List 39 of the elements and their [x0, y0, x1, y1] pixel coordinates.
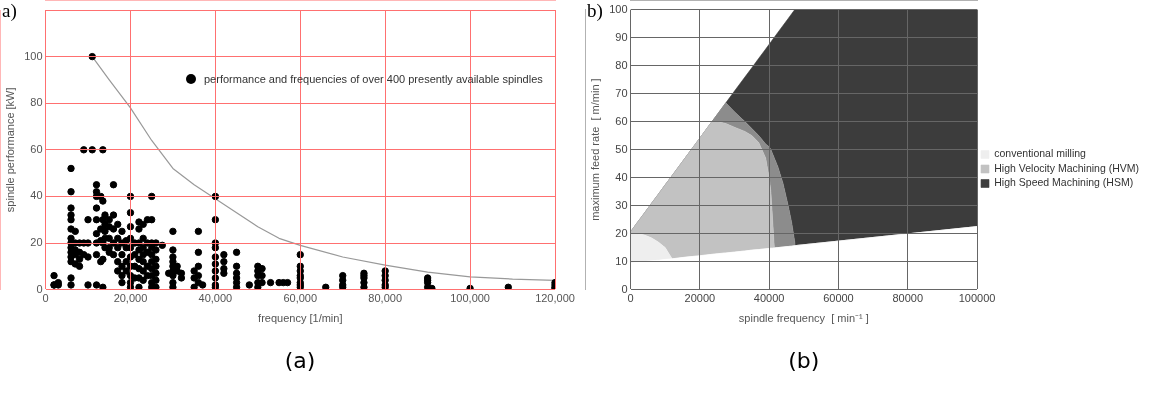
- y-tick-label: 0: [36, 282, 43, 295]
- x-tick-label: 60000: [823, 292, 854, 305]
- x-tick-label: 20000: [684, 292, 716, 305]
- legend-label: High Velocity Machining (HVM): [994, 161, 1139, 174]
- y-tick-label: 0: [621, 282, 628, 295]
- y-tick-label: 70: [615, 86, 628, 99]
- y-tick-label: 90: [615, 30, 628, 43]
- chart-title: a): [2, 0, 17, 22]
- x-tick-label: 40000: [753, 292, 785, 305]
- y-tick-label: 40: [30, 189, 43, 202]
- legend-label: High Speed Machining (HSM): [994, 176, 1134, 189]
- y-tick-label: 80: [615, 58, 628, 71]
- y-tick-label: 30: [615, 198, 628, 211]
- y-tick-label: 60: [615, 114, 628, 127]
- x-tick-label: 20,000: [113, 292, 148, 305]
- y-tick-label: 20: [30, 236, 43, 249]
- x-tick-label: 60,000: [283, 292, 318, 305]
- y-tick-label: 50: [615, 142, 628, 155]
- x-axis-title: spindle frequency [ min⁻¹ ]: [738, 312, 869, 325]
- y-tick-label: 40: [615, 170, 628, 183]
- x-tick-label: 100,000: [450, 292, 490, 305]
- text: (b): [788, 348, 820, 373]
- x-tick-label: 120,000: [535, 292, 575, 305]
- y-tick-label: 80: [30, 96, 43, 109]
- y-tick-label: 60: [30, 142, 43, 155]
- x-axis-title: frequency [1/min]: [258, 312, 343, 325]
- y-axis-title: spindle performance [kW]: [3, 87, 16, 213]
- y-axis-title: maximum feed rate [ m/min ]: [588, 78, 601, 221]
- x-tick-label: 80000: [892, 292, 924, 305]
- text: (a): [284, 348, 316, 373]
- y-tick-label: 20: [615, 226, 628, 239]
- legend-label: conventional milling: [994, 147, 1087, 160]
- y-tick-label: 100: [24, 49, 43, 62]
- chart-title: b): [587, 0, 603, 22]
- x-tick-label: 80,000: [368, 292, 403, 305]
- x-tick-label: 100000: [958, 292, 996, 305]
- x-tick-label: 40,000: [198, 292, 233, 305]
- y-tick-label: 10: [615, 254, 628, 267]
- y-tick-label: 100: [609, 2, 628, 15]
